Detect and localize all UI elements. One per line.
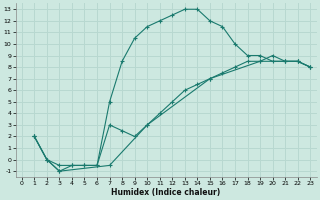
X-axis label: Humidex (Indice chaleur): Humidex (Indice chaleur)	[111, 188, 221, 197]
